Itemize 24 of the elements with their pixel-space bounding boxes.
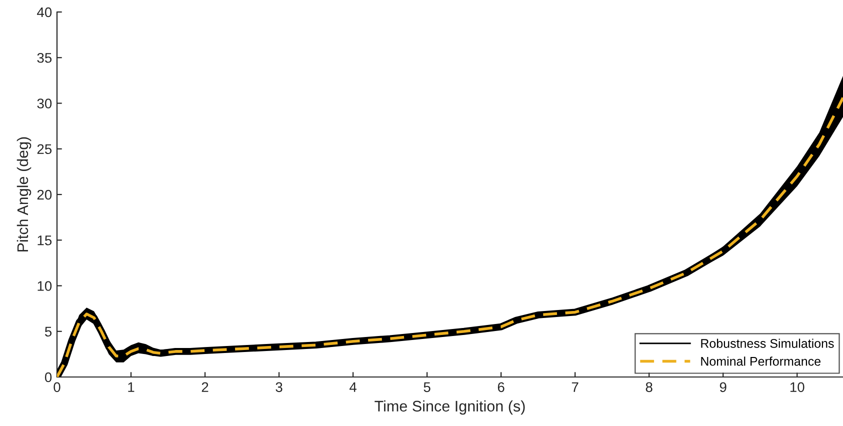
y-axis-title: Pitch Angle (deg): [16, 137, 32, 252]
legend-label: Nominal Performance: [701, 356, 820, 366]
y-tick-label: 35: [37, 52, 52, 63]
y-tick-label: 25: [37, 144, 52, 154]
y-tick-label: 0: [44, 372, 52, 382]
x-tick-label: 4: [350, 382, 356, 392]
x-tick-label: 9: [720, 382, 726, 392]
x-tick-label: 0: [54, 382, 60, 392]
x-tick-label: 1: [128, 382, 134, 392]
y-tick-label: 15: [38, 236, 52, 246]
x-tick-label: 7: [572, 382, 578, 392]
y-tick-label: 20: [37, 190, 52, 200]
y-tick-label: 30: [37, 98, 52, 108]
x-tick-label: 2: [202, 382, 208, 392]
x-tick-label: 5: [424, 382, 430, 392]
x-tick-label: 3: [276, 382, 282, 392]
y-tick-label: 5: [44, 326, 52, 337]
x-axis-title: Time Since Ignition (s): [374, 400, 525, 415]
y-tick-label: 40: [37, 7, 52, 18]
x-tick-label: 10: [790, 382, 804, 392]
legend-label: Robustness Simulations: [701, 338, 834, 348]
x-tick-label: 8: [646, 382, 652, 392]
x-tick-label: 6: [498, 382, 504, 392]
y-tick-label: 10: [38, 281, 52, 291]
